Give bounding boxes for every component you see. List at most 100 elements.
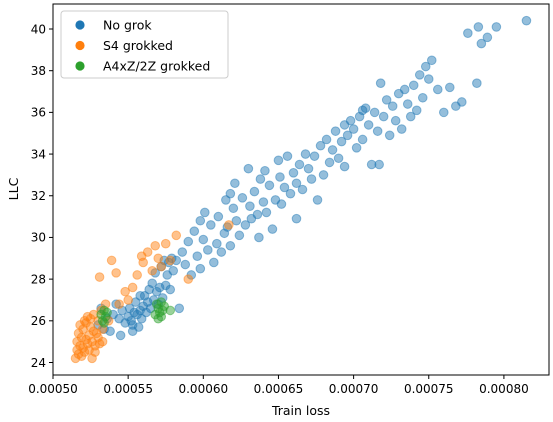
data-point-series-0-33 xyxy=(157,293,168,303)
data-point-series-0-147 xyxy=(135,291,145,301)
data-point-series-0-8 xyxy=(117,305,127,316)
data-point-series-0-15 xyxy=(130,297,141,307)
data-point-series-2-11 xyxy=(156,297,167,307)
plot-frame xyxy=(52,3,550,376)
data-point-series-1-53 xyxy=(90,347,100,357)
data-point-series-0-46 xyxy=(186,270,197,280)
data-point-series-0-130 xyxy=(420,61,431,72)
data-point-series-0-80 xyxy=(273,155,284,166)
data-point-series-2-6 xyxy=(150,309,161,320)
legend-label-2: A4xZ/2Z grokked xyxy=(103,59,210,74)
data-point-series-0-85 xyxy=(285,188,296,199)
data-point-series-0-38 xyxy=(165,284,176,295)
data-point-series-1-38 xyxy=(123,295,133,305)
data-point-series-0-112 xyxy=(366,159,377,170)
x-tick-label-3: 0.00065 xyxy=(254,382,304,396)
data-point-series-0-56 xyxy=(213,211,224,222)
data-point-series-0-4 xyxy=(105,326,115,337)
data-point-series-1-46 xyxy=(153,253,164,264)
data-point-series-0-117 xyxy=(381,95,392,105)
data-point-series-1-49 xyxy=(165,255,176,266)
data-point-series-0-151 xyxy=(291,213,302,224)
data-point-series-0-144 xyxy=(521,15,532,26)
data-point-series-2-9 xyxy=(153,303,164,314)
data-point-series-0-28 xyxy=(150,268,161,278)
data-point-series-1-19 xyxy=(85,322,96,332)
data-point-series-0-12 xyxy=(126,316,136,326)
data-point-series-0-7 xyxy=(114,313,124,324)
data-point-series-0-89 xyxy=(297,184,308,195)
x-tick-label-1: 0.00055 xyxy=(103,382,153,396)
data-point-series-1-15 xyxy=(82,338,93,349)
data-point-series-1-30 xyxy=(97,324,108,334)
data-point-series-0-123 xyxy=(399,84,410,95)
data-point-series-1-52 xyxy=(224,220,234,230)
data-point-series-1-39 xyxy=(127,282,138,293)
data-point-series-0-18 xyxy=(135,305,145,316)
data-point-series-0-34 xyxy=(159,255,170,266)
data-point-series-0-141 xyxy=(476,38,487,49)
data-point-series-0-134 xyxy=(438,107,449,118)
data-point-series-0-152 xyxy=(339,161,350,172)
data-point-series-1-8 xyxy=(76,332,87,343)
data-point-series-0-127 xyxy=(411,105,422,116)
data-point-series-1-32 xyxy=(94,272,105,282)
data-point-series-1-2 xyxy=(72,336,82,347)
x-tick-label-6: 0.00080 xyxy=(479,382,529,396)
data-point-series-0-77 xyxy=(264,180,275,191)
data-point-series-0-108 xyxy=(354,111,365,122)
legend-box xyxy=(60,10,229,79)
data-point-series-0-99 xyxy=(327,145,338,155)
data-point-series-0-1 xyxy=(96,303,106,314)
legend-items: No grok S4 grokked A4xZ/2Z grokked xyxy=(75,18,210,74)
x-tick-label-0: 0.00050 xyxy=(28,382,78,396)
data-point-series-1-45 xyxy=(150,240,161,251)
data-point-series-0-29 xyxy=(151,286,162,297)
data-point-series-0-41 xyxy=(171,255,182,266)
data-point-series-1-23 xyxy=(88,309,99,320)
data-point-series-1-9 xyxy=(78,343,88,353)
data-point-series-1-28 xyxy=(94,338,105,349)
data-point-series-0-129 xyxy=(417,92,428,103)
data-point-series-0-21 xyxy=(139,291,150,301)
data-point-series-0-63 xyxy=(230,178,240,189)
data-point-series-2-0 xyxy=(96,309,106,320)
data-point-series-0-19 xyxy=(136,313,147,324)
data-point-series-1-35 xyxy=(111,268,121,278)
data-point-series-0-76 xyxy=(261,207,272,218)
data-point-series-0-102 xyxy=(336,136,347,147)
x-tick-label-5: 0.00075 xyxy=(404,382,454,396)
data-point-series-0-26 xyxy=(147,278,157,289)
x-axis: 0.00050 0.00055 0.00060 0.00065 0.00070 0.000… xyxy=(28,375,529,396)
data-point-series-0-49 xyxy=(195,263,206,274)
data-point-series-1-37 xyxy=(120,286,130,297)
data-point-series-0-137 xyxy=(457,97,467,107)
data-point-series-0-96 xyxy=(318,170,329,180)
data-point-series-1-40 xyxy=(132,270,142,280)
data-point-series-0-53 xyxy=(206,220,216,230)
data-point-series-1-34 xyxy=(106,255,117,266)
data-point-series-0-113 xyxy=(369,107,380,118)
data-point-series-1-1 xyxy=(72,345,82,355)
data-point-series-2-7 xyxy=(151,299,162,309)
data-point-series-0-154 xyxy=(374,159,384,170)
data-point-series-0-25 xyxy=(145,303,156,314)
data-point-series-0-5 xyxy=(108,309,118,320)
data-point-series-1-25 xyxy=(91,328,102,339)
data-point-series-0-133 xyxy=(432,84,443,95)
data-point-series-2-4 xyxy=(100,311,111,322)
data-point-series-1-50 xyxy=(171,230,182,241)
data-point-series-0-50 xyxy=(198,234,209,245)
data-point-series-0-128 xyxy=(414,70,425,80)
y-tick-label-1: 26 xyxy=(31,314,46,328)
data-point-series-0-2 xyxy=(99,324,109,334)
data-point-series-0-139 xyxy=(472,78,482,88)
data-point-series-1-3 xyxy=(73,349,84,359)
data-point-series-1-14 xyxy=(81,318,91,328)
data-point-series-2-13 xyxy=(157,305,168,316)
data-point-series-0-110 xyxy=(360,103,371,114)
data-point-series-0-88 xyxy=(294,159,305,170)
data-point-series-0-37 xyxy=(163,257,174,268)
data-point-series-0-30 xyxy=(153,299,164,309)
